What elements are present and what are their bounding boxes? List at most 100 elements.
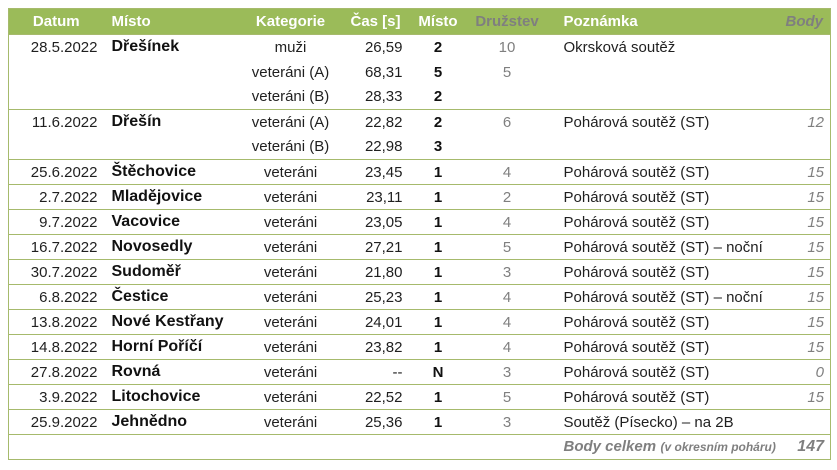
cell-umisteni: 2 <box>410 109 466 135</box>
cell-druzstev: 3 <box>465 359 549 385</box>
cell-kategorie: veteráni <box>240 259 341 285</box>
cell-cas: 27,21 <box>340 234 411 260</box>
cell-poznamka <box>549 60 776 85</box>
total-row: Body celkem (v okresním poháru) 147 <box>8 434 831 460</box>
cell-kategorie: muži <box>240 34 341 60</box>
cell-cas: 22,82 <box>340 109 411 135</box>
cell-cas: 23,11 <box>340 184 411 210</box>
table-row: veteráni (B) 28,33 2 <box>9 85 831 110</box>
cell-datum: 25.6.2022 <box>8 159 104 185</box>
cell-kategorie: veteráni <box>240 159 341 185</box>
cell-body <box>776 135 831 160</box>
cell-datum <box>9 60 104 85</box>
total-spacer <box>8 434 549 460</box>
table-row: 2.7.2022 Mladějovice veteráni 23,11 1 2 Poháro… <box>8 184 831 210</box>
cell-datum: 6.8.2022 <box>8 284 104 310</box>
cell-druzstev: 4 <box>465 309 549 335</box>
table-row: 6.8.2022 Čestice veteráni 25,23 1 4 Pohárová s… <box>8 284 831 310</box>
cell-datum: 16.7.2022 <box>8 234 104 260</box>
cell-umisteni: 1 <box>410 159 466 185</box>
cell-poznamka: Pohárová soutěž (ST) <box>548 309 776 335</box>
cell-druzstev: 6 <box>465 109 549 135</box>
table-row: 16.7.2022 Novosedly veteráni 27,21 1 5 Pohárov… <box>8 234 831 260</box>
cell-body <box>776 85 831 110</box>
table-body: 28.5.2022 Dřešínek muži 26,59 2 10 Okrsková so… <box>8 34 831 435</box>
cell-datum <box>9 135 104 160</box>
cell-datum: 30.7.2022 <box>8 259 104 285</box>
cell-umisteni: 2 <box>410 34 466 60</box>
cell-kategorie: veteráni <box>240 284 341 310</box>
cell-kategorie: veteráni <box>240 334 341 360</box>
cell-body: 12 <box>775 109 831 135</box>
cell-misto: Jehnědno <box>103 409 241 435</box>
cell-misto: Čestice <box>103 284 241 310</box>
cell-datum: 28.5.2022 <box>8 34 104 60</box>
cell-body: 15 <box>775 184 831 210</box>
cell-cas: 68,31 <box>364 63 403 81</box>
cell-druzstev: 4 <box>465 209 549 235</box>
cell-poznamka: Pohárová soutěž (ST) <box>548 209 776 235</box>
cell-kategorie: veteráni (B) <box>251 88 330 106</box>
cell-misto: Dřešínek <box>103 34 241 60</box>
cell-poznamka: Pohárová soutěž (ST) <box>548 384 776 410</box>
cell-body: 15 <box>775 334 831 360</box>
cell-body: 15 <box>775 259 831 285</box>
table-row: 14.8.2022 Horní Poříčí veteráni 23,82 1 4 Pohá… <box>8 334 831 360</box>
cell-datum: 14.8.2022 <box>8 334 104 360</box>
table-row: veteráni (B) 22,98 3 <box>9 135 831 160</box>
cell-druzstev: 5 <box>465 384 549 410</box>
table-row: 28.5.2022 Dřešínek muži 26,59 2 10 Okrsková so… <box>8 34 831 60</box>
cell-poznamka: Pohárová soutěž (ST) <box>548 334 776 360</box>
cell-misto: Nové Kestřany <box>103 309 241 335</box>
cell-druzstev: 10 <box>465 34 549 60</box>
header-umisteni: Místo <box>410 8 466 35</box>
cell-poznamka: Pohárová soutěž (ST) <box>548 184 776 210</box>
cell-kategorie: veteráni <box>240 409 341 435</box>
cell-druzstev: 4 <box>465 334 549 360</box>
cell-datum: 25.9.2022 <box>8 409 104 435</box>
cell-druzstev <box>466 135 549 160</box>
cell-body: 15 <box>775 234 831 260</box>
cell-kategorie: veteráni (A) <box>251 63 330 81</box>
cell-misto: Dřešín <box>103 109 241 135</box>
cell-poznamka <box>549 135 776 160</box>
cell-cas: 23,45 <box>340 159 411 185</box>
cell-misto <box>104 135 241 160</box>
table-row: 30.7.2022 Sudoměř veteráni 21,80 1 3 Pohárová … <box>8 259 831 285</box>
table-row: 25.6.2022 Štěchovice veteráni 23,45 1 4 Poháro… <box>8 159 831 185</box>
cell-druzstev: 4 <box>465 159 549 185</box>
cell-poznamka: Pohárová soutěž (ST) <box>548 359 776 385</box>
cell-druzstev: 3 <box>465 259 549 285</box>
cell-druzstev <box>466 85 549 110</box>
cell-umisteni: 2 <box>433 88 443 106</box>
cell-misto: Mladějovice <box>103 184 241 210</box>
cell-misto: Štěchovice <box>103 159 241 185</box>
table-row: 13.8.2022 Nové Kestřany veteráni 24,01 1 4 Poh… <box>8 309 831 335</box>
cell-cas: 26,59 <box>340 34 411 60</box>
header-row: Datum Místo Kategorie Čas [s] Místo Druž… <box>8 8 831 35</box>
results-table: Datum Místo Kategorie Čas [s] Místo Druž… <box>8 8 831 460</box>
header-kategorie: Kategorie <box>240 8 341 35</box>
cell-poznamka: Pohárová soutěž (ST) <box>548 109 776 135</box>
cell-umisteni: 1 <box>410 284 466 310</box>
cell-cas: 24,01 <box>340 309 411 335</box>
cell-umisteni: 1 <box>410 259 466 285</box>
cell-kategorie: veteráni (B) <box>251 138 330 156</box>
table-row: 27.8.2022 Rovná veteráni -- N 3 Pohárová soutě… <box>8 359 831 385</box>
cell-druzstev: 2 <box>465 184 549 210</box>
cell-poznamka: Okrsková soutěž <box>548 34 776 60</box>
header-datum: Datum <box>8 8 104 35</box>
cell-datum: 27.8.2022 <box>8 359 104 385</box>
table-row: 25.9.2022 Jehnědno veteráni 25,36 1 3 Soutěž (… <box>8 409 831 435</box>
cell-body: 15 <box>775 384 831 410</box>
header-body: Body <box>775 8 831 35</box>
cell-misto: Vacovice <box>103 209 241 235</box>
table-row: veteráni (A) 68,31 5 5 <box>9 60 831 85</box>
cell-body: 15 <box>775 309 831 335</box>
cell-kategorie: veteráni <box>240 209 341 235</box>
cell-misto: Rovná <box>103 359 241 385</box>
cell-misto: Novosedly <box>103 234 241 260</box>
cell-body: 15 <box>775 284 831 310</box>
header-druzstev: Družstev <box>465 8 549 35</box>
